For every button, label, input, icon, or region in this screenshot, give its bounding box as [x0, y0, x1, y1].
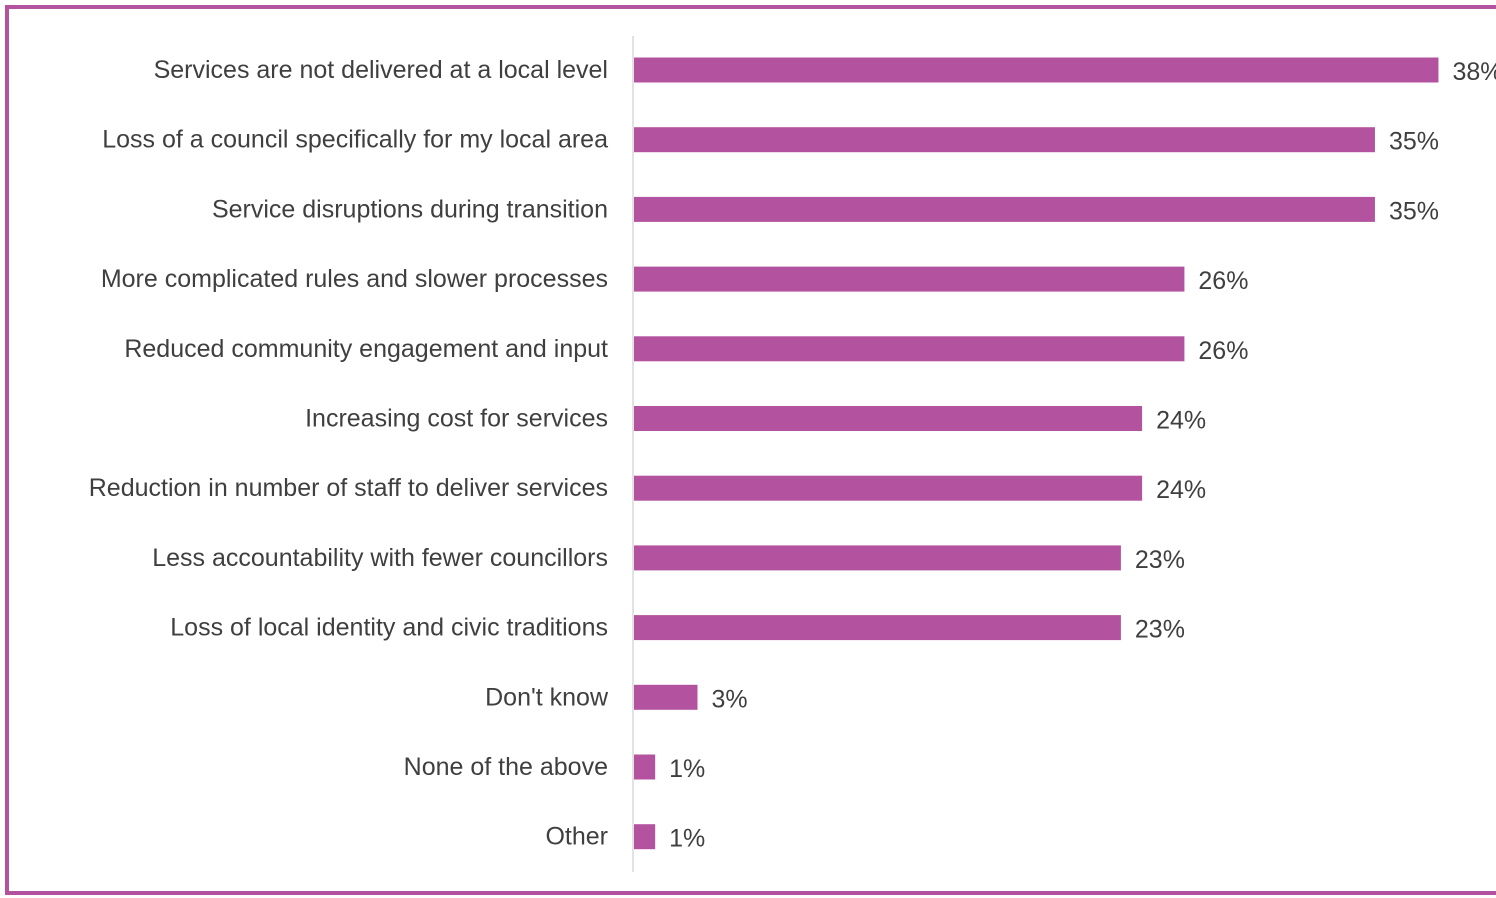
category-label: Increasing cost for services [305, 405, 608, 433]
value-label: 24% [1156, 407, 1206, 435]
category-label: Reduced community engagement and input [124, 335, 608, 363]
bar [634, 545, 1121, 571]
category-label: Reduction in number of staff to deliver … [89, 474, 608, 502]
category-label: Less accountability with fewer councillo… [152, 544, 608, 572]
value-label: 23% [1135, 546, 1185, 574]
bar [634, 196, 1375, 222]
category-label: Loss of local identity and civic traditi… [170, 614, 608, 642]
bar [634, 266, 1185, 292]
category-label: Don't know [485, 683, 609, 711]
value-label: 38% [1452, 58, 1496, 86]
bar [634, 684, 698, 710]
category-label: More complicated rules and slower proces… [101, 265, 608, 293]
bar [634, 754, 656, 780]
value-label: 3% [712, 685, 748, 713]
category-label: None of the above [404, 753, 608, 781]
value-label: 26% [1198, 267, 1248, 295]
category-label: Loss of a council specifically for my lo… [102, 126, 608, 154]
value-label: 26% [1198, 337, 1248, 365]
category-label: Service disruptions during transition [212, 195, 608, 223]
value-label: 35% [1389, 197, 1439, 225]
value-label: 23% [1135, 616, 1185, 644]
bar [634, 127, 1375, 153]
value-label: 24% [1156, 476, 1206, 504]
value-label: 1% [669, 825, 705, 853]
bar [634, 475, 1143, 501]
category-label: Services are not delivered at a local le… [154, 56, 608, 84]
bar [634, 615, 1121, 641]
chart-frame [5, 5, 1496, 895]
bar [634, 57, 1439, 83]
category-label: Other [545, 823, 608, 851]
value-label: 35% [1389, 128, 1439, 156]
bar [634, 336, 1185, 362]
bar [634, 824, 656, 850]
value-label: 1% [669, 755, 705, 783]
bar [634, 406, 1143, 431]
bars-layer: Services are not delivered at a local le… [89, 56, 1496, 853]
